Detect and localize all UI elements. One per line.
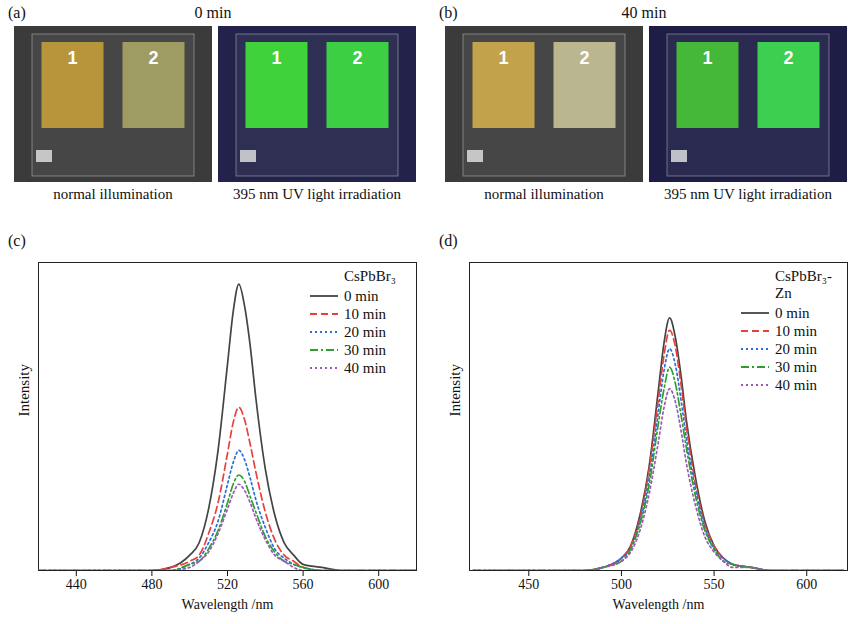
- html-text:normal illumination: normal illumination: [484, 186, 604, 202]
- svg-text:560: 560: [293, 577, 314, 592]
- html-text:0 min: 0 min: [775, 304, 810, 321]
- svg-text:1: 1: [67, 48, 77, 68]
- svg-text:2: 2: [579, 48, 589, 68]
- html-text:(d): (d): [439, 232, 458, 249]
- svg-text:Wavelength /nm: Wavelength /nm: [613, 597, 705, 612]
- html-text:20 min: 20 min: [344, 323, 387, 340]
- html-text:20 min: 20 min: [775, 340, 818, 357]
- html-text:395 nm UV light irradiation: 395 nm UV light irradiation: [233, 186, 401, 202]
- html-text:40 min: 40 min: [344, 359, 387, 376]
- html-text:395 nm UV light irradiation: 395 nm UV light irradiation: [664, 186, 832, 202]
- svg-text:1: 1: [702, 48, 712, 68]
- svg-text:Intensity: Intensity: [16, 364, 32, 417]
- svg-text:500: 500: [611, 577, 632, 592]
- svg-text:440: 440: [66, 577, 87, 592]
- html-text:(c): (c): [8, 232, 26, 249]
- svg-text:550: 550: [704, 577, 725, 592]
- html-text:40 min: 40 min: [775, 376, 818, 393]
- html-text:0 min: 0 min: [194, 4, 232, 21]
- html-text:CsPbBr₃: CsPbBr₃: [344, 268, 396, 284]
- svg-text:520: 520: [217, 577, 238, 592]
- svg-text:450: 450: [518, 577, 539, 592]
- html-text:0 min: 0 min: [344, 287, 379, 304]
- svg-text:1: 1: [498, 48, 508, 68]
- svg-text:2: 2: [148, 48, 158, 68]
- html-text:40 min: 40 min: [621, 4, 667, 21]
- svg-text:600: 600: [796, 577, 817, 592]
- svg-text:1: 1: [271, 48, 281, 68]
- html-text:CsPbBr₃-Zn: CsPbBr₃-Zn: [775, 268, 832, 301]
- svg-text:Intensity: Intensity: [447, 364, 463, 417]
- html-text:(b): (b): [439, 4, 458, 21]
- html-text:30 min: 30 min: [775, 358, 818, 375]
- svg-text:480: 480: [141, 577, 162, 592]
- svg-text:2: 2: [352, 48, 362, 68]
- html-text:10 min: 10 min: [344, 305, 387, 322]
- html-text:(a): (a): [8, 4, 26, 21]
- svg-text:600: 600: [368, 577, 389, 592]
- html-text:10 min: 10 min: [775, 322, 818, 339]
- html-text:normal illumination: normal illumination: [53, 186, 173, 202]
- html-text:30 min: 30 min: [344, 341, 387, 358]
- svg-text:Wavelength /nm: Wavelength /nm: [182, 597, 274, 612]
- svg-text:2: 2: [783, 48, 793, 68]
